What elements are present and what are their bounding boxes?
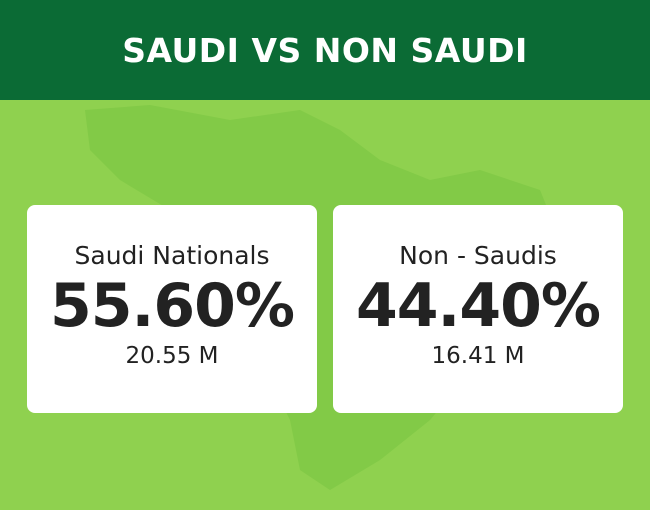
card-label: Non - Saudis bbox=[399, 241, 557, 270]
card: Non - Saudis 44.40% 16.41 M bbox=[333, 205, 623, 413]
card-percent: 55.60% bbox=[50, 271, 295, 341]
header-title: SAUDI VS NON SAUDI bbox=[0, 0, 650, 100]
card-count: 16.41 M bbox=[431, 343, 525, 369]
card-percent: 44.40% bbox=[356, 271, 601, 341]
card-count: 20.55 M bbox=[125, 343, 219, 369]
card: Saudi Nationals 55.60% 20.55 M bbox=[27, 205, 317, 413]
card-label: Saudi Nationals bbox=[74, 241, 270, 270]
